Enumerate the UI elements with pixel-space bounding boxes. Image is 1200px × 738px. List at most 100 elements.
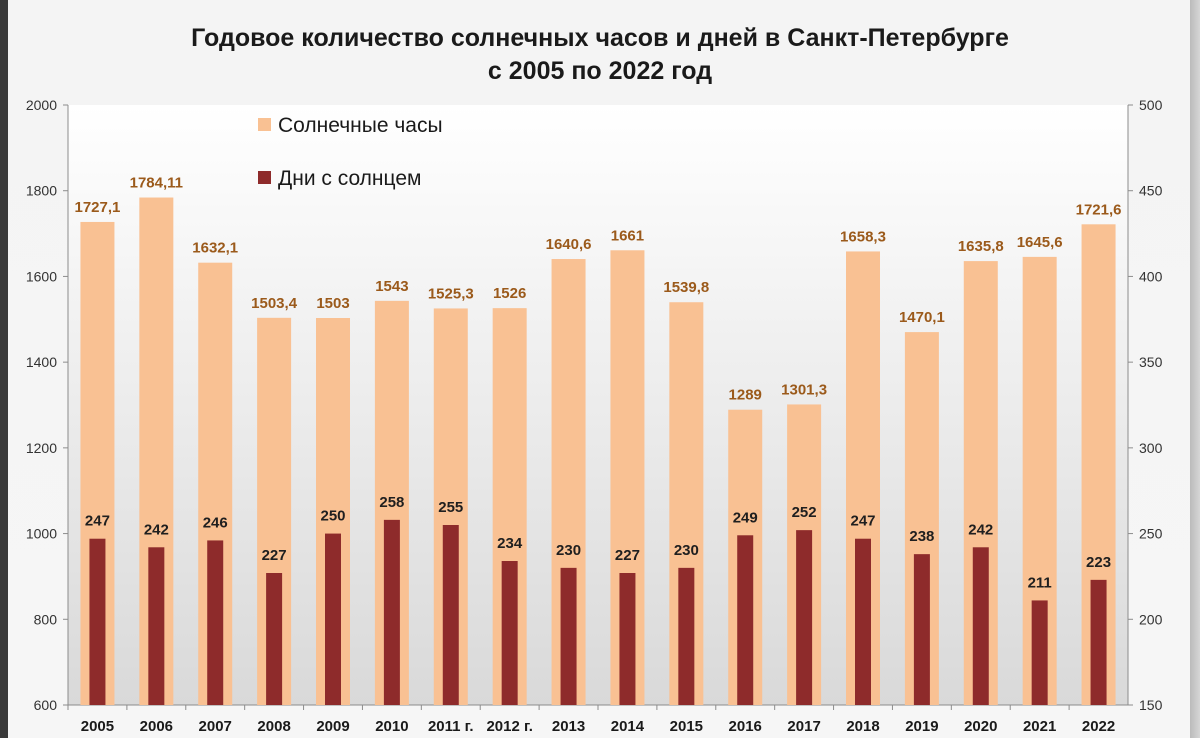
data-label-sunny-days: 223: [1086, 554, 1111, 571]
data-label-sun-hours: 1470,1: [899, 309, 945, 326]
data-label-sun-hours: 1526: [493, 285, 526, 302]
data-label-sun-hours: 1661: [611, 227, 644, 244]
plot-area: [68, 105, 1128, 705]
x-tick-label: 2016: [729, 718, 762, 735]
data-label-sun-hours: 1640,6: [546, 236, 592, 253]
x-tick-label: 2009: [316, 718, 349, 735]
data-label-sun-hours: 1635,8: [958, 238, 1004, 255]
data-label-sunny-days: 242: [968, 521, 993, 538]
x-tick-label: 2012 г.: [486, 718, 532, 735]
bar-sunny-days: [678, 567, 695, 705]
data-label-sun-hours: 1543: [375, 278, 408, 295]
data-label-sunny-days: 238: [909, 528, 934, 545]
chart-subtitle: с 2005 по 2022 год: [487, 57, 713, 85]
data-label-sun-hours: 1727,1: [74, 199, 120, 216]
x-tick-label: 2011 г.: [428, 718, 474, 735]
bar-sunny-days: [560, 567, 577, 705]
x-tick-label: 2005: [81, 718, 114, 735]
x-tick-label: 2017: [787, 718, 820, 735]
data-label-sunny-days: 230: [556, 542, 581, 559]
bar-sunny-days: [796, 530, 813, 705]
data-label-sunny-days: 242: [144, 521, 169, 538]
chart-title-block: Годовое количество солнечных часов и дне…: [60, 22, 1140, 88]
x-tick-label: 2018: [846, 718, 879, 735]
bar-sunny-days: [1031, 600, 1048, 705]
y-left-tick-label: 1800: [26, 183, 57, 199]
bar-sunny-days: [442, 525, 459, 705]
bar-sunny-days: [913, 554, 930, 705]
x-tick-label: 2013: [552, 718, 585, 735]
data-label-sunny-days: 249: [733, 509, 758, 526]
y-right-tick-label: 150: [1139, 697, 1163, 713]
data-label-sun-hours: 1503: [316, 295, 349, 312]
y-left-tick-label: 1200: [26, 440, 57, 456]
data-label-sunny-days: 250: [320, 508, 345, 525]
data-label-sun-hours: 1645,6: [1017, 234, 1063, 251]
data-label-sunny-days: 252: [792, 504, 817, 521]
bar-sunny-days: [1090, 579, 1107, 705]
legend-label-sunny-days: Дни с солнцем: [278, 167, 421, 190]
bar-sunny-days: [737, 535, 754, 705]
bars-layer: [80, 197, 1116, 706]
data-label-sunny-days: 246: [203, 514, 228, 531]
data-label-sun-hours: 1721,6: [1076, 201, 1122, 218]
window-edge-right: [1190, 0, 1200, 738]
y-left-tick-label: 2000: [26, 97, 57, 113]
bar-sunny-days: [619, 573, 636, 705]
x-tick-label: 2014: [611, 718, 645, 735]
data-label-sunny-days: 258: [379, 494, 404, 511]
x-tick-label: 2007: [199, 718, 232, 735]
data-label-sunny-days: 234: [497, 535, 523, 552]
x-tick-label: 2008: [257, 718, 290, 735]
legend-swatch-sun-hours: [258, 118, 271, 131]
bar-sunny-days: [972, 547, 989, 705]
y-right-tick-label: 450: [1139, 183, 1163, 199]
y-right-tick-label: 400: [1139, 268, 1163, 284]
y-right-tick-label: 200: [1139, 611, 1163, 627]
data-label-sun-hours: 1301,3: [781, 381, 827, 398]
legend-label-sun-hours: Солнечные часы: [278, 114, 443, 137]
data-label-sunny-days: 255: [438, 499, 463, 516]
data-label-sunny-days: 247: [850, 513, 875, 530]
window-edge-left: [0, 0, 8, 738]
labels-layer: 1727,1 247 1784,11 242 1632,1 246 1503,4 227 150…: [74, 175, 1121, 592]
y-left-tick-label: 1000: [26, 526, 57, 542]
data-label-sunny-days: 247: [85, 513, 110, 530]
data-label-sun-hours: 1289: [729, 387, 762, 404]
x-tick-label: 2022: [1082, 718, 1115, 735]
y-left-tick-label: 600: [34, 697, 58, 713]
data-label-sun-hours: 1503,4: [251, 295, 298, 312]
y-right-tick-label: 300: [1139, 440, 1163, 456]
data-label-sunny-days: 227: [262, 547, 287, 564]
x-tick-label: 2006: [140, 718, 173, 735]
bar-sunny-days: [501, 561, 518, 705]
x-tick-label: 2019: [905, 718, 938, 735]
data-label-sun-hours: 1539,8: [663, 279, 709, 296]
data-label-sun-hours: 1784,11: [130, 175, 183, 192]
y-left-tick-label: 1400: [26, 354, 57, 370]
data-label-sunny-days: 230: [674, 542, 699, 559]
y-right-tick-label: 250: [1139, 526, 1163, 542]
y-right-tick-label: 500: [1139, 97, 1163, 113]
y-left-tick-label: 800: [34, 611, 58, 627]
chart-title: Годовое количество солнечных часов и дне…: [191, 24, 1009, 52]
bar-sunny-days: [148, 547, 165, 705]
bar-sunny-days: [325, 533, 341, 705]
x-tick-label: 2010: [375, 718, 408, 735]
bar-sunny-days: [89, 538, 106, 705]
data-label-sun-hours: 1632,1: [192, 240, 238, 257]
bar-sunny-days: [266, 573, 283, 705]
x-tick-label: 2015: [670, 718, 703, 735]
y-left-tick-label: 1600: [26, 268, 57, 284]
tick-layer: 600 800 1000 1200 1400 1600 1800 2000 150 200 250 3…: [26, 97, 1163, 735]
x-tick-label: 2021: [1023, 718, 1056, 735]
bar-sunny-days: [855, 538, 871, 705]
legend: Солнечные часы Дни с солнцем: [258, 114, 443, 190]
data-label-sun-hours: 1525,3: [428, 285, 474, 302]
data-label-sunny-days: 211: [1028, 574, 1052, 591]
bar-sunny-days: [383, 519, 400, 705]
data-label-sunny-days: 227: [615, 547, 640, 564]
bar-sunny-days: [207, 540, 224, 705]
